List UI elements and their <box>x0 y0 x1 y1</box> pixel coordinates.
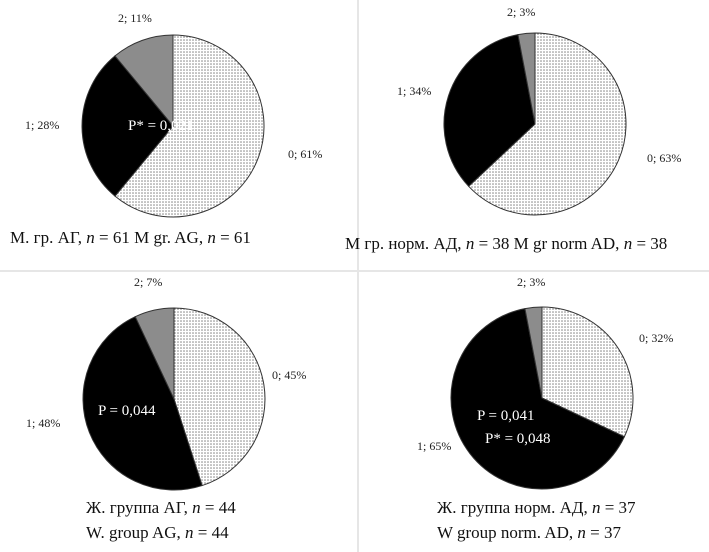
slice-label-1: 1; 48% <box>26 416 60 430</box>
pie-chart-3: 0; 45% 1; 48% 2; 7% P = 0,044 <box>26 275 306 491</box>
pie-panel-2: 0; 63% 1; 34% 2; 3% М гр. норм. АД, n = 38… <box>345 0 709 270</box>
slice-label-0: 0; 45% <box>272 368 306 382</box>
slice-label-1: 1; 34% <box>397 84 431 98</box>
pie-panel-3: 0; 45% 1; 48% 2; 7% P = 0,044 Ж. группа АГ,… <box>0 272 357 552</box>
pie-slice-1 <box>443 34 536 188</box>
slice-label-2: 2; 7% <box>134 275 162 289</box>
pie-slice-2 <box>114 34 174 128</box>
p-value-annotation: P* = 0,021 <box>128 118 194 134</box>
pie-slice-1 <box>450 308 626 490</box>
pie-slice-1 <box>81 55 174 197</box>
pie-slice-1 <box>82 315 203 491</box>
pie-slice-0 <box>541 306 634 438</box>
pie-slice-0 <box>467 32 627 216</box>
caption-2: М гр. норм. АД, n = 38 M gr norm AD, n =… <box>345 234 668 253</box>
pie-slice-2 <box>134 307 175 400</box>
caption-4-line-2: W group norm. AD, n = 37 <box>437 523 621 542</box>
slice-label-1: 1; 65% <box>417 439 451 453</box>
pie-slice-2 <box>517 32 536 125</box>
p-value-annotation: P = 0,044 <box>98 403 156 419</box>
p-value-annotation: P* = 0,048 <box>485 431 551 447</box>
pie-slice-2 <box>524 306 543 399</box>
slice-label-1: 1; 28% <box>25 118 59 132</box>
caption-3-line-2: W. group AG, n = 44 <box>86 523 229 542</box>
slice-label-2: 2; 3% <box>517 275 545 289</box>
pie-panel-4: 0; 32% 1; 65% 2; 3% P = 0,041 P* = 0,048 Ж. … <box>357 272 709 552</box>
vertical-divider <box>357 0 359 552</box>
p-value-annotation: P = 0,041 <box>477 408 535 424</box>
caption-4-line-1: Ж. группа норм. АД, n = 37 <box>437 498 636 517</box>
pie-chart-4: 0; 32% 1; 65% 2; 3% P = 0,041 P* = 0,048 <box>417 275 673 490</box>
caption-3-line-1: Ж. группа АГ, n = 44 <box>86 498 236 517</box>
slice-label-0: 0; 63% <box>647 151 681 165</box>
caption-1: М. гр. АГ, n = 61 M gr. AG, n = 61 <box>10 228 251 247</box>
pie-panel-1: 0; 61% 1; 28% 2; 11% P* = 0,021 М. гр. АГ, … <box>0 0 357 270</box>
horizontal-divider <box>0 270 709 272</box>
pie-slice-0 <box>173 307 266 487</box>
slice-label-0: 0; 61% <box>288 147 322 161</box>
slice-label-2: 2; 11% <box>118 11 152 25</box>
slice-label-0: 0; 32% <box>639 331 673 345</box>
pie-slice-0 <box>114 34 265 218</box>
pie-chart-2: 0; 63% 1; 34% 2; 3% <box>397 5 681 216</box>
pie-chart-1: 0; 61% 1; 28% 2; 11% P* = 0,021 <box>25 11 322 218</box>
slice-label-2: 2; 3% <box>507 5 535 19</box>
